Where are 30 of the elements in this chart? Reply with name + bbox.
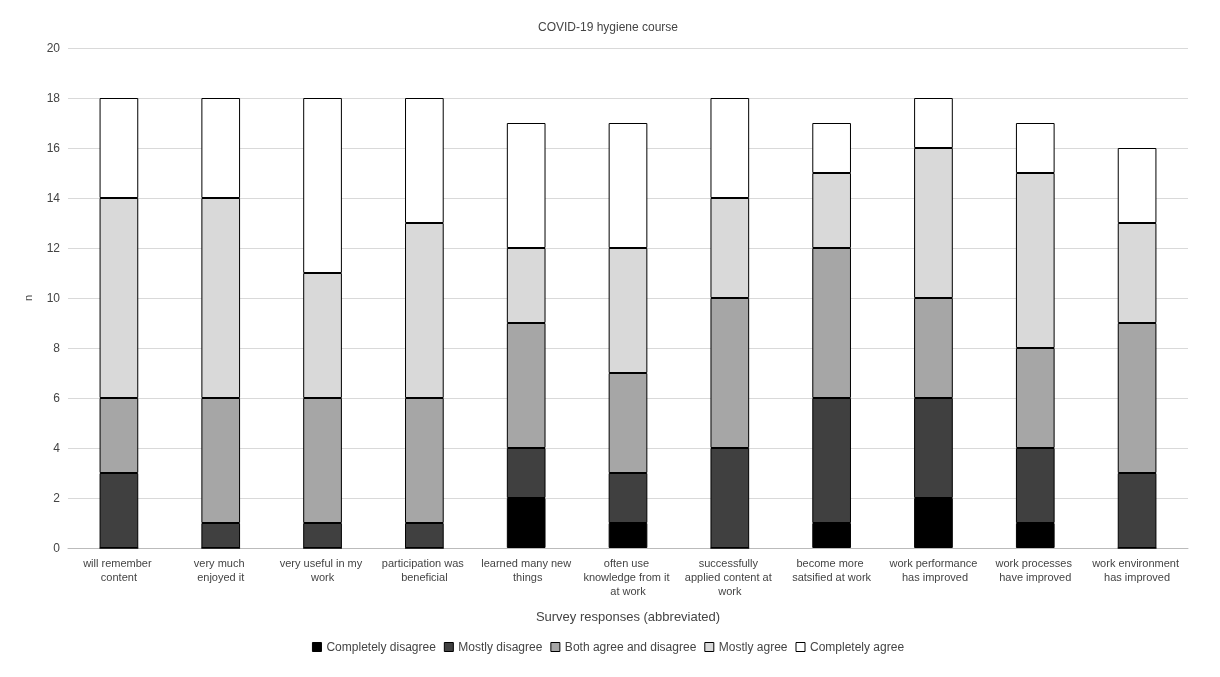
x-tick-label: participation was beneficial [381,557,467,583]
chart-title: COVID-19 hygiene course [537,20,679,34]
x-tick-label: become more satsified at work [792,557,872,583]
x-tick-label: work processes have improved [994,557,1076,583]
legend-label: Mostly agree [718,640,788,654]
x-tick-label: work performance has improved [888,557,978,583]
legend-label: Completely disagree [326,640,437,654]
y-tick-label: 14 [46,191,61,205]
y-tick-label: 8 [53,341,61,355]
x-tick-label: work environment has improved [1091,557,1183,583]
y-tick-label: 16 [46,141,61,155]
x-tick-label: very useful in my work [279,557,366,583]
legend-label: Mostly disagree [458,640,543,654]
y-tick-label: 0 [53,541,61,555]
y-tick-label: 6 [53,391,61,405]
legend-label: Completely agree [810,640,905,654]
x-axis-title: Survey responses (abbreviated) [535,609,721,624]
x-tick-label: successfully applied content at work [684,557,775,597]
x-tick-label: learned many new things [481,557,572,583]
legend-label: Both agree and disagree [564,640,697,654]
y-tick-label: 4 [53,441,61,455]
x-tick-label: will remember content [82,557,155,583]
x-tick-label: often use knowledge from it at work [583,557,673,597]
y-tick-label: 18 [46,91,61,105]
y-tick-label: 12 [46,241,61,255]
y-tick-label: 2 [53,491,61,505]
y-axis-title: n [21,294,34,302]
y-tick-label: 20 [46,41,61,55]
y-tick-label: 10 [46,291,61,305]
x-tick-label: very much enjoyed it [193,557,248,583]
